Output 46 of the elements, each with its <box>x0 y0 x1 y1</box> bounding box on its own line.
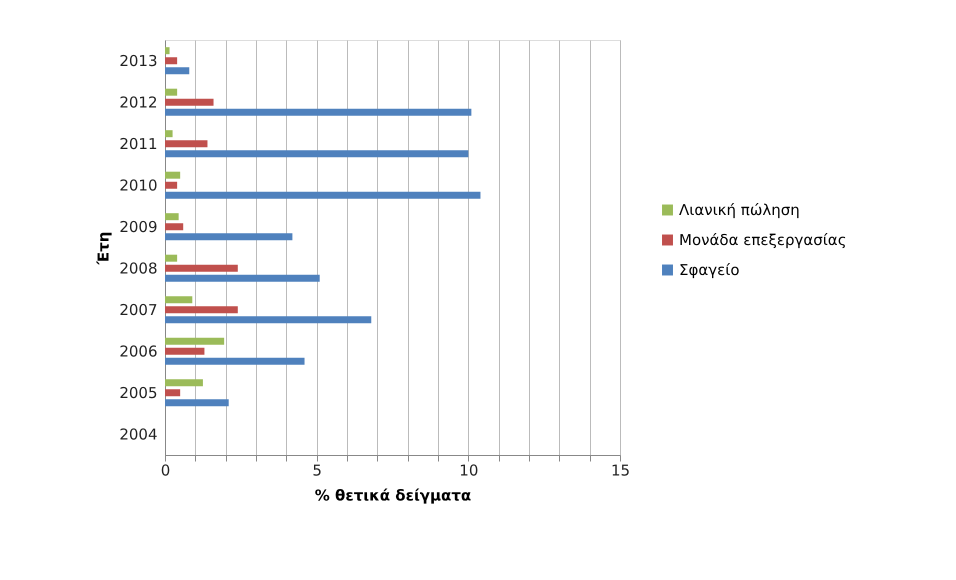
y-axis-title: Έτη <box>94 232 112 266</box>
bar <box>165 140 208 148</box>
bar <box>165 316 372 324</box>
legend-label: Λιανική πώληση <box>679 201 800 219</box>
y-tick-label: 2009 <box>119 218 158 236</box>
bar <box>165 389 180 396</box>
bar <box>165 192 480 199</box>
bar <box>165 306 238 314</box>
x-axis-title: % θετικά δείγματα <box>314 486 472 504</box>
y-tick-label: 2010 <box>119 176 158 194</box>
bar <box>165 358 305 365</box>
bar <box>165 254 178 262</box>
bar <box>165 348 204 355</box>
bar <box>165 223 184 230</box>
x-tick-label: 0 <box>160 462 170 480</box>
bar <box>165 150 468 158</box>
y-tick-label: 2004 <box>119 425 158 444</box>
legend-label: Μονάδα επεξεργασίας <box>679 231 846 249</box>
bar <box>165 130 173 138</box>
bar <box>165 399 229 406</box>
bar <box>165 108 472 116</box>
bar <box>165 57 178 64</box>
x-tick-label: 15 <box>610 462 630 480</box>
bar <box>165 274 320 282</box>
y-tick-label: 2007 <box>119 300 158 319</box>
y-tick-label: 2012 <box>119 93 158 112</box>
bar <box>165 47 170 54</box>
y-tick-label: 2011 <box>119 134 158 153</box>
bar <box>165 213 179 220</box>
bar <box>165 296 192 304</box>
bar <box>165 182 178 189</box>
bar <box>165 67 190 74</box>
x-tick-label: 10 <box>459 462 478 480</box>
bar <box>165 98 214 106</box>
bar <box>165 233 292 240</box>
bar <box>165 172 180 179</box>
y-tick-label: 2006 <box>119 342 158 360</box>
bar <box>165 338 224 345</box>
y-tick-label: 2008 <box>119 259 158 278</box>
y-tick-label: 2005 <box>119 384 158 402</box>
x-tick-label: 5 <box>312 462 322 480</box>
legend-label: Σφαγείο <box>679 261 740 279</box>
y-tick-label: 2013 <box>119 52 158 70</box>
bar <box>165 264 238 272</box>
bar <box>165 379 203 386</box>
bar <box>165 88 178 96</box>
